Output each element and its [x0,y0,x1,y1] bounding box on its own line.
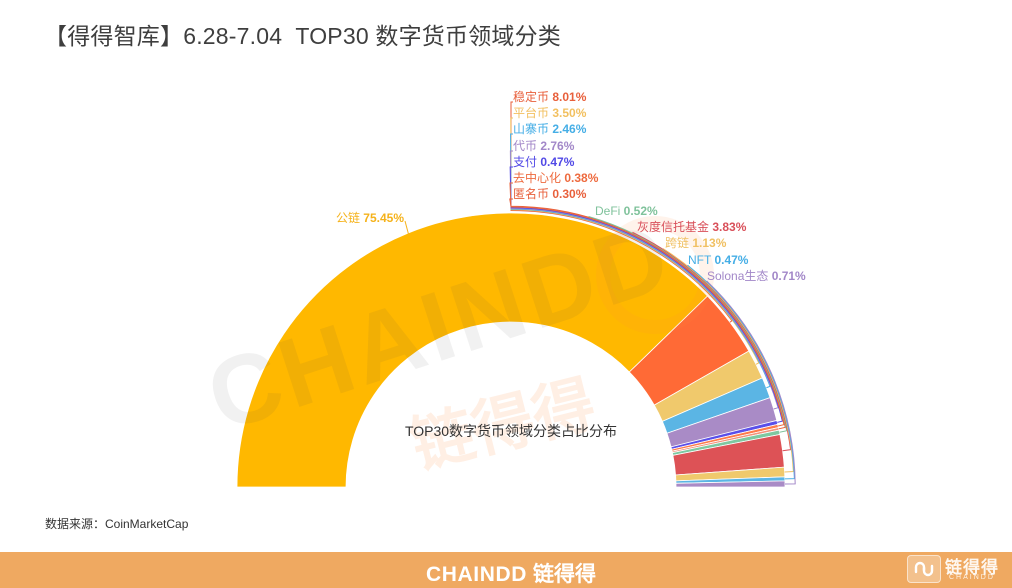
leader-line-去中心化 [509,182,785,427]
half-doughnut-chart: CHAINDD 链得得 公链 75.45%稳定币 8.01%平台币 3.50%山… [194,89,806,488]
slice-label-name: DeFi [595,204,624,218]
slice-label-跨链: 跨链 1.13% [665,235,727,250]
slice-label-支付: 支付 0.47% [513,155,575,169]
leader-line-solona生态 [706,280,796,485]
footer-logo-cn: 链得得 [945,558,999,577]
slice-label-去中心化: 去中心化 0.38% [513,170,599,185]
slice-label-defi: DeFi 0.52% [595,204,658,218]
slice-labels: 公链 75.45% 稳定币 8.01%平台币 3.50%山寨币 2.46% 代币 2… [336,89,806,283]
slice-label-value: 2.46% [552,122,586,136]
label-leader-lines [404,101,796,485]
slice-label-value: 0.47% [714,253,748,267]
slice-label-name: 支付 [513,155,540,169]
leader-line-山寨币 [510,133,771,389]
leader-line-跨链 [662,248,794,473]
slice-label-name: 稳定币 [513,89,552,104]
leader-line-支付 [509,166,784,423]
slice-label-name: 公链 [336,210,363,225]
slice-label-平台币: 平台币 3.50% [513,105,587,120]
footer-bar: CHAINDD 链得得 链得得 CHAINDD [0,552,1012,588]
slice-label-value: 2.76% [540,139,574,153]
slice-label-灰度信托基金: 灰度信托基金 3.83% [637,219,747,234]
slice-label-稳定币: 稳定币 8.01% [513,89,587,104]
chart-title: TOP30数字货币领域分类占比分布 [404,423,618,439]
slice-label-value: 8.01% [552,90,586,104]
slice-label-value: 0.71% [772,269,806,283]
chart-slices [236,212,786,488]
leader-line-匿名币 [509,198,786,430]
leader-line-稳定币 [510,101,733,323]
page-title: 【得得智库】6.28-7.04 TOP30 数字货币领域分类 [44,23,562,49]
slice-label-value: 0.52% [624,204,658,218]
leader-line-平台币 [510,117,760,365]
footer-logo-en: CHAINDD [949,574,995,581]
slice-label-公链: 公链 75.45% [336,210,404,225]
slice-label-nft: NFT 0.47% [688,253,749,267]
slice-label-name: Solona生态 [707,269,772,283]
footer-brand: CHAINDD 链得得 [426,558,596,588]
data-source: 数据来源：CoinMarketCap [45,517,189,531]
slice-label-name: 平台币 [513,105,552,120]
slice-label-value: 3.50% [552,106,586,120]
slice-label-匿名币: 匿名币 0.30% [513,186,587,201]
slice-label-value: 3.83% [712,220,746,234]
footer-brand-cn: 链得得 [533,563,597,586]
slice-label-solona生态: Solona生态 0.71% [707,269,806,283]
slice-label-name: 跨链 [665,235,692,250]
chaindd-logo-icon [907,555,941,583]
slice-label-name: 匿名币 [513,186,552,201]
slice-solona生态[interactable] [675,480,786,488]
slice-label-name: 去中心化 [513,170,564,185]
slice-label-value: 1.13% [692,236,726,250]
leader-line-defi [588,216,788,433]
slice-label-name: NFT [688,253,714,267]
leader-line-nft [687,264,795,480]
slice-label-代币: 代币 2.76% [513,139,575,153]
leader-line-代币 [509,150,779,410]
footer-brand-en: CHAINDD [426,563,528,586]
slice-label-value: 75.45% [363,211,404,225]
footer-logo: 链得得 CHAINDD [907,553,1007,587]
slice-label-name: 山寨币 [513,121,552,136]
slice-公链[interactable] [236,212,709,488]
leader-line-公链 [404,220,410,236]
slice-label-value: 0.30% [552,187,586,201]
slice-label-山寨币: 山寨币 2.46% [513,121,587,136]
slice-label-name: 灰度信托基金 [637,219,712,234]
slice-label-value: 0.47% [540,155,574,169]
slice-label-name: 代币 [513,139,540,153]
leader-line-灰度信托基金 [632,231,792,452]
slice-label-value: 0.38% [564,171,598,185]
